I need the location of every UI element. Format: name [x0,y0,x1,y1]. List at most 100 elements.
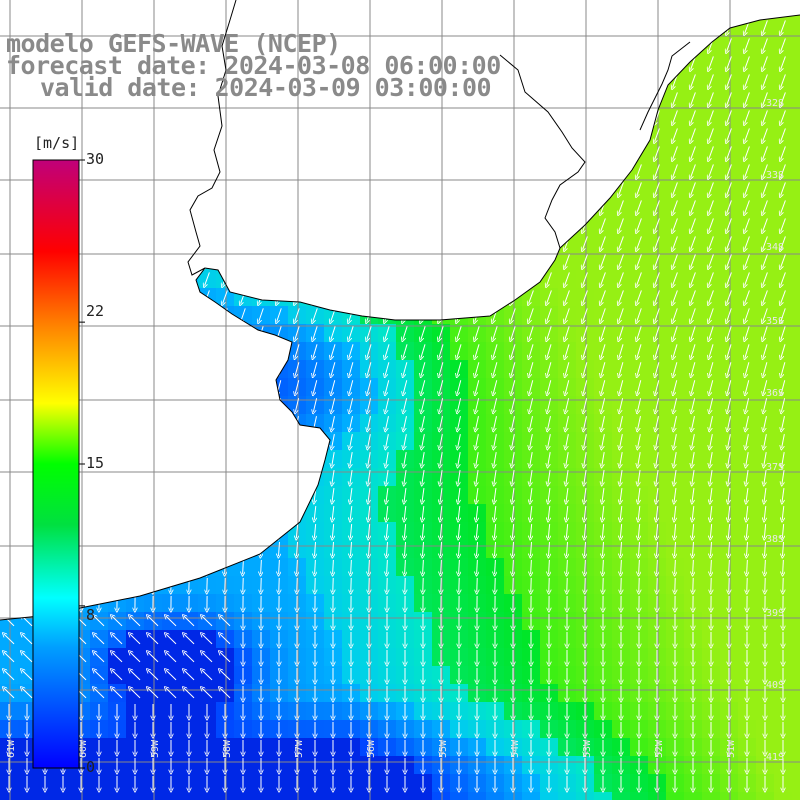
wind-arrow [547,146,552,159]
wind-arrow [277,344,282,357]
wind-speed-cell [432,18,450,36]
wind-speed-cell [540,252,558,270]
wind-speed-cell [108,126,126,144]
wind-arrow [529,182,534,195]
wind-arrow [313,110,318,123]
wind-speed-cell [0,126,18,144]
wind-arrow [421,200,426,213]
wind-speed-cell [666,18,684,36]
valid-date: valid date: 2024-03-09 03:00:00 [40,73,492,102]
wind-speed-cell [792,684,800,702]
wind-arrow [205,380,210,394]
wind-speed-cell [306,468,324,486]
wind-speed-cell [792,324,800,342]
wind-arrow [457,290,462,303]
longitude-label: 52W [654,739,665,758]
wind-speed-cell [144,558,162,576]
wind-speed-cell [630,54,648,72]
wind-speed-cell [162,108,180,126]
wind-arrow [206,541,207,556]
wind-arrow [547,110,552,123]
wind-arrow [115,182,120,195]
wind-arrow [97,272,102,285]
wind-speed-cell [522,126,540,144]
wind-arrow [385,290,390,303]
wind-arrow [511,2,516,15]
wind-speed-cell [414,180,432,198]
wind-arrow [242,523,243,538]
wind-speed-cell [306,792,324,800]
longitude-label: 55W [438,739,449,758]
wind-speed-cell [792,666,800,684]
wind-speed-cell [162,234,180,252]
wind-arrow [511,182,516,195]
wind-speed-cell [180,432,198,450]
wind-speed-cell [270,270,288,288]
wind-arrow [133,326,138,339]
wind-arrow [241,182,246,195]
wind-speed-cell [234,360,252,378]
wind-speed-cell [324,288,342,306]
wind-arrow [403,182,408,195]
wind-speed-cell [414,18,432,36]
wind-speed-cell [270,234,288,252]
wind-arrow [655,20,660,33]
wind-speed-cell [324,252,342,270]
wind-speed-cell [180,468,198,486]
wind-speed-cell [486,252,504,270]
wind-speed-cell [252,234,270,252]
wind-arrow [79,128,84,141]
wind-speed-cell [378,792,396,800]
wind-speed-cell [270,450,288,468]
wind-speed-cell [126,504,144,522]
wind-speed-cell [252,504,270,522]
wind-speed-cell [126,324,144,342]
wind-arrow [151,146,156,159]
wind-arrow [25,110,30,123]
wind-speed-cell [270,216,288,234]
wind-speed-cell [612,72,630,90]
wind-arrow [529,254,534,267]
wind-speed-cell [504,108,522,126]
wind-speed-cell [342,270,360,288]
wind-arrow [224,541,225,556]
wind-speed-cell [684,18,702,36]
wind-speed-cell [144,324,162,342]
wind-speed-cell [252,792,270,800]
wind-arrow [367,218,372,231]
wind-speed-cell [270,144,288,162]
wind-speed-cell [792,738,800,756]
wind-speed-cell [216,378,234,396]
wind-speed-cell [792,720,800,738]
wind-arrow [277,128,282,141]
wind-arrow [583,2,588,15]
wind-speed-cell [360,252,378,270]
wind-arrow [511,146,516,159]
wind-arrow [115,146,120,159]
wind-arrow [223,2,228,15]
wind-speed-cell [792,774,800,792]
wind-speed-cell [90,522,108,540]
wind-speed-cell [180,540,198,558]
wind-speed-cell [234,108,252,126]
wind-speed-cell [126,252,144,270]
wind-arrow [151,2,156,15]
wind-speed-cell [144,342,162,360]
wind-arrow [97,128,102,141]
wind-arrow [295,128,300,141]
wind-speed-cell [360,306,378,324]
wind-speed-cell [144,792,162,800]
wind-arrow [278,416,281,430]
wind-arrow [116,505,118,520]
wind-arrow [349,128,354,141]
wind-speed-cell [0,792,18,800]
colorbar [32,159,80,769]
wind-arrow [133,272,138,285]
wind-arrow [151,326,156,339]
wind-speed-cell [486,15,504,18]
wind-arrow [242,434,245,448]
wind-speed-cell [414,252,432,270]
wind-speed-cell [0,360,18,378]
wind-arrow [727,2,732,15]
wind-arrow [79,110,84,123]
